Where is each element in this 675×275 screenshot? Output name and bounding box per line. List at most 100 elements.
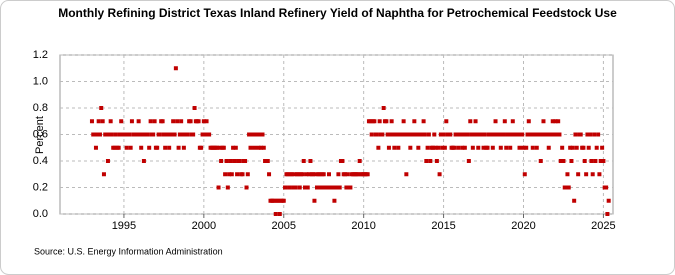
data-point xyxy=(215,145,220,150)
data-point xyxy=(313,172,318,177)
data-point xyxy=(460,145,465,150)
data-point xyxy=(301,159,306,163)
data-point xyxy=(259,145,264,150)
data-point xyxy=(145,132,150,137)
data-point xyxy=(585,132,590,137)
data-point xyxy=(135,132,140,137)
data-point xyxy=(556,119,561,124)
data-point xyxy=(454,132,459,137)
data-point xyxy=(171,119,176,124)
data-point xyxy=(191,132,196,137)
data-point xyxy=(165,132,170,137)
data-point xyxy=(462,145,467,150)
data-point xyxy=(248,145,253,150)
data-point xyxy=(109,132,114,137)
data-point xyxy=(416,145,421,150)
x-tick-label: 1995 xyxy=(112,220,136,232)
y-tick-label: 0.8 xyxy=(33,102,48,114)
data-point xyxy=(537,132,542,137)
data-point xyxy=(321,172,326,177)
data-point xyxy=(277,212,282,216)
data-point xyxy=(473,119,478,124)
data-point xyxy=(243,159,248,163)
data-point xyxy=(468,119,473,124)
data-point xyxy=(312,198,317,203)
data-point xyxy=(506,132,511,137)
data-point xyxy=(461,132,466,137)
data-point xyxy=(160,119,165,124)
data-point xyxy=(287,185,292,190)
data-point xyxy=(381,106,386,110)
data-point xyxy=(101,172,106,177)
data-point xyxy=(112,145,117,150)
data-point xyxy=(448,132,453,137)
data-point xyxy=(436,145,441,150)
data-point xyxy=(336,172,341,177)
data-point xyxy=(232,159,237,163)
data-point xyxy=(605,212,610,216)
data-point xyxy=(237,159,242,163)
data-point xyxy=(108,119,113,124)
x-tick-label: 2010 xyxy=(351,220,375,232)
data-point xyxy=(592,132,597,137)
data-point xyxy=(564,185,569,190)
y-tick-label: 0.6 xyxy=(33,128,48,140)
data-point xyxy=(588,132,593,137)
data-point xyxy=(578,132,583,137)
data-point xyxy=(441,132,446,137)
data-point xyxy=(96,119,101,124)
data-point xyxy=(293,185,298,190)
data-point xyxy=(384,119,389,124)
data-point xyxy=(223,172,228,177)
data-point xyxy=(497,132,502,137)
data-point xyxy=(402,132,407,137)
data-point xyxy=(297,185,302,190)
data-point xyxy=(285,172,290,177)
data-point xyxy=(303,185,308,190)
y-tick-label: 0.4 xyxy=(33,155,48,167)
data-point xyxy=(541,119,546,124)
data-point xyxy=(400,132,405,137)
data-point xyxy=(332,198,337,203)
data-point xyxy=(139,145,144,150)
data-point xyxy=(386,145,391,150)
data-point xyxy=(255,132,260,137)
data-point xyxy=(244,185,249,190)
data-point xyxy=(89,119,94,124)
data-point xyxy=(420,132,425,137)
data-point xyxy=(345,172,350,177)
data-point xyxy=(257,132,262,137)
data-point xyxy=(148,119,153,124)
data-point xyxy=(200,132,205,137)
data-point xyxy=(228,159,233,163)
data-point xyxy=(565,172,570,177)
data-point xyxy=(207,132,212,137)
y-axis-label: Percent xyxy=(34,116,46,154)
data-point xyxy=(520,132,525,137)
data-point xyxy=(245,172,250,177)
data-point xyxy=(517,145,522,150)
data-point xyxy=(465,132,470,137)
data-point xyxy=(472,132,477,137)
data-point xyxy=(199,145,204,150)
data-point xyxy=(545,132,550,137)
data-point xyxy=(318,185,323,190)
data-point xyxy=(326,172,331,177)
data-point xyxy=(365,172,370,177)
data-point xyxy=(581,145,586,150)
data-point xyxy=(586,145,591,150)
data-point xyxy=(291,185,296,190)
data-point xyxy=(442,145,447,150)
chart-title: Monthly Refining District Texas Inland R… xyxy=(58,6,617,20)
data-point xyxy=(119,119,124,124)
data-point xyxy=(283,185,288,190)
data-point xyxy=(509,132,514,137)
x-tick-label: 2015 xyxy=(431,220,455,232)
data-point xyxy=(256,145,261,150)
data-point xyxy=(179,119,184,124)
data-point xyxy=(560,145,565,150)
data-point xyxy=(229,172,234,177)
data-point xyxy=(167,145,172,150)
data-point xyxy=(92,132,97,137)
